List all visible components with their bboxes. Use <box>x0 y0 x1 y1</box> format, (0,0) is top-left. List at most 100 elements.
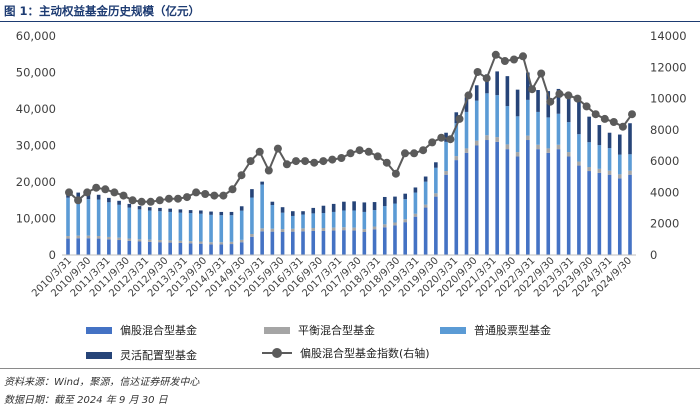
bar-lh-28 <box>352 201 356 211</box>
index-point-6 <box>119 191 128 200</box>
bar-pt-35 <box>423 181 428 205</box>
bar-ph-2 <box>86 235 91 239</box>
bar-ph-11 <box>178 240 183 243</box>
legend-item-idx: 偏股混合型基金指数(右轴) <box>262 345 430 361</box>
bar-lh-24 <box>311 207 316 214</box>
y-right-tick-label: 14000 <box>650 29 687 43</box>
bar-pg-20 <box>270 231 275 255</box>
bar-lh-3 <box>96 194 101 200</box>
y-right-tick-label: 6000 <box>650 154 679 168</box>
bar-ph-49 <box>566 152 571 157</box>
bar-ph-53 <box>607 170 612 175</box>
bar-pg-22 <box>291 231 295 255</box>
bar-ph-19 <box>260 228 264 232</box>
bar-lh-2 <box>86 194 91 200</box>
bar-pg-10 <box>168 242 172 255</box>
bar-pt-13 <box>199 213 203 242</box>
index-point-56 <box>573 94 582 103</box>
legend-label-pt: 普通股票型基金 <box>474 324 551 337</box>
bar-ph-16 <box>229 241 234 245</box>
bar-pg-0 <box>66 238 70 255</box>
bar-pt-18 <box>250 197 254 235</box>
legend-swatch-lh <box>86 351 112 359</box>
bar-ph-30 <box>372 226 377 230</box>
index-point-35 <box>382 158 391 167</box>
index-point-57 <box>582 102 591 111</box>
y-right-tick-label: 8000 <box>650 123 679 137</box>
bar-ph-43 <box>505 144 510 150</box>
bar-lh-55 <box>628 123 632 155</box>
bar-pg-31 <box>382 227 387 255</box>
bar-pt-4 <box>107 202 111 237</box>
bar-ph-25 <box>321 227 326 231</box>
bar-pt-20 <box>270 205 275 229</box>
bar-lh-34 <box>413 187 418 193</box>
bar-lh-48 <box>556 88 561 114</box>
bar-lh-10 <box>168 208 172 212</box>
bar-pt-23 <box>301 214 305 229</box>
y-left-tick-label: 60,000 <box>16 29 56 43</box>
bar-pt-45 <box>526 99 530 136</box>
bar-lh-13 <box>199 210 203 214</box>
bar-pg-3 <box>96 238 101 255</box>
bar-ph-46 <box>536 144 540 150</box>
bar-lh-14 <box>209 211 213 215</box>
bar-pt-48 <box>556 113 561 145</box>
bar-lh-40 <box>474 85 479 101</box>
index-point-5 <box>110 188 119 197</box>
legend-label-lh: 灵活配置型基金 <box>120 349 197 362</box>
index-point-3 <box>92 183 101 192</box>
footer-rule <box>0 368 700 369</box>
index-point-24 <box>282 160 291 169</box>
bar-ph-34 <box>413 213 418 217</box>
y-left-tick-label: 20,000 <box>16 175 56 189</box>
bar-pg-25 <box>321 230 326 255</box>
index-point-46 <box>482 74 491 83</box>
bar-ph-15 <box>219 242 224 245</box>
legend-item-ph: 平衡混合型基金 <box>264 322 375 338</box>
bar-pg-36 <box>434 196 438 255</box>
bar-pg-11 <box>178 242 183 255</box>
bar-lh-30 <box>372 202 377 211</box>
bar-pt-2 <box>86 199 91 236</box>
bar-pt-33 <box>403 199 407 220</box>
bar-lh-9 <box>158 207 162 212</box>
bar-pg-41 <box>485 140 489 255</box>
bar-pg-48 <box>556 149 561 255</box>
bar-ph-18 <box>250 234 254 237</box>
y-right-tick-label: 12000 <box>650 60 687 74</box>
bar-pt-0 <box>66 197 70 237</box>
index-point-29 <box>328 155 337 164</box>
bar-lh-53 <box>607 132 612 149</box>
index-point-23 <box>273 144 282 153</box>
bar-pt-9 <box>158 211 162 241</box>
bar-pt-31 <box>382 206 387 225</box>
index-point-48 <box>500 57 509 65</box>
bar-pt-53 <box>607 148 612 171</box>
bar-lh-6 <box>127 203 132 208</box>
bar-lh-42 <box>495 71 499 96</box>
bar-pg-16 <box>229 244 234 255</box>
index-point-42 <box>446 135 455 144</box>
legend-label-idx: 偏股混合型基金指数(右轴) <box>300 347 430 360</box>
bar-pg-40 <box>474 145 479 255</box>
bar-ph-21 <box>280 229 285 233</box>
bar-lh-45 <box>526 72 530 100</box>
bar-lh-27 <box>342 201 346 211</box>
bar-pt-49 <box>566 122 571 153</box>
date-note: 数据日期：截至 2024 年 9 月 30 日 <box>4 395 168 406</box>
bar-ph-9 <box>158 240 162 243</box>
bar-pt-24 <box>311 213 316 228</box>
bar-ph-35 <box>423 204 428 208</box>
bar-pt-40 <box>474 100 479 141</box>
bar-pt-39 <box>464 111 469 149</box>
bar-pg-21 <box>280 232 285 255</box>
bar-pt-25 <box>321 213 326 228</box>
bar-lh-39 <box>464 97 469 112</box>
index-point-25 <box>292 157 300 166</box>
index-point-7 <box>128 196 137 205</box>
index-point-20 <box>246 157 255 166</box>
bar-ph-27 <box>342 227 346 231</box>
bar-pt-34 <box>413 192 418 214</box>
y-right-tick-label: 4000 <box>650 185 679 199</box>
